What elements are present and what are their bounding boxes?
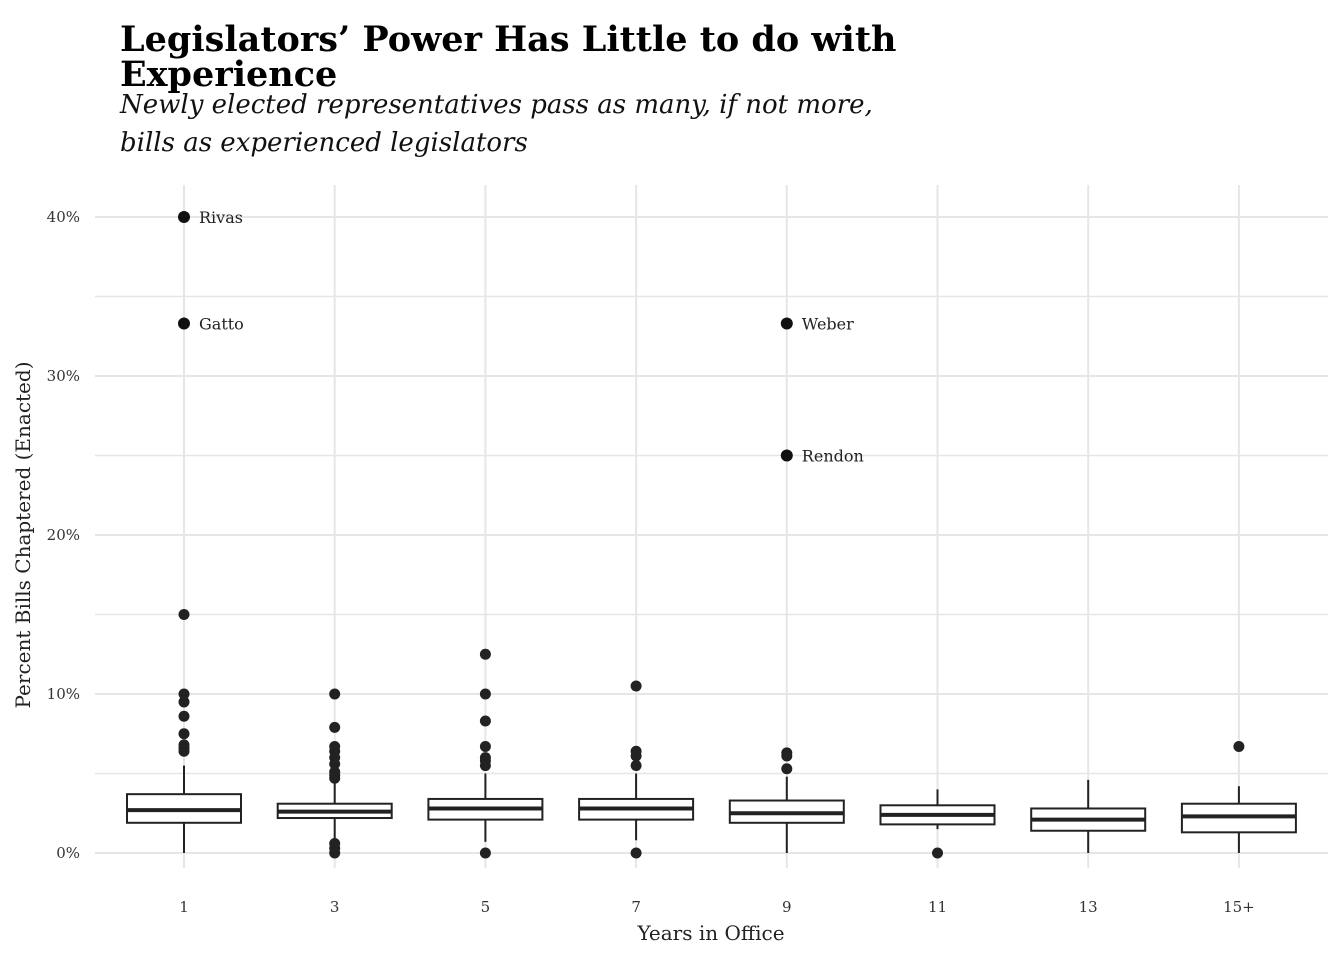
outlier-point xyxy=(479,740,491,752)
labeled-point xyxy=(780,449,793,462)
outlier-point xyxy=(329,688,341,700)
x-tick-label: 13 xyxy=(1079,898,1098,916)
outlier-point xyxy=(1233,740,1245,752)
outlier-point xyxy=(329,837,341,849)
chart-subtitle: Newly elected representatives pass as ma… xyxy=(120,90,873,158)
outlier-point xyxy=(329,721,341,733)
outlier-point xyxy=(178,696,190,708)
outlier-point xyxy=(178,688,190,700)
box-13 xyxy=(1030,779,1147,853)
point-label-rivas: Rivas xyxy=(199,208,243,227)
point-labels: Rivas Gatto Weber Rendon xyxy=(178,208,864,466)
grid-lines xyxy=(95,185,1328,868)
point-label-weber: Weber xyxy=(802,315,854,334)
outlier-point xyxy=(479,648,491,660)
outlier-point xyxy=(479,847,491,859)
y-axis-title: Percent Bills Chaptered (Enacted) xyxy=(11,361,35,708)
x-axis-tick-labels: 1 3 5 7 9 11 13 15+ xyxy=(179,898,1255,916)
y-tick-label: 20% xyxy=(47,526,80,544)
box-15plus xyxy=(1180,786,1297,853)
outlier-point xyxy=(479,715,491,727)
y-axis-tick-labels: 0% 10% 20% 30% 40% xyxy=(47,208,80,862)
outlier-point xyxy=(178,728,190,740)
point-label-rendon: Rendon xyxy=(802,447,864,466)
outlier-point xyxy=(932,847,943,859)
x-tick-label: 1 xyxy=(179,898,189,916)
box-5 xyxy=(427,773,544,842)
y-tick-label: 0% xyxy=(56,844,80,862)
outlier-point xyxy=(781,763,793,775)
outlier-point xyxy=(329,766,341,778)
outlier-point xyxy=(178,710,190,722)
box-7 xyxy=(578,773,695,841)
box-11 xyxy=(879,789,996,830)
box-1 xyxy=(126,765,242,853)
outlier-point xyxy=(630,680,642,692)
x-tick-label: 7 xyxy=(631,898,641,916)
chart-title: Legislators’ Power Has Little to do with… xyxy=(120,19,897,95)
point-label-gatto: Gatto xyxy=(199,315,244,334)
box-series xyxy=(126,765,1297,853)
x-tick-label: 15+ xyxy=(1223,898,1255,916)
x-tick-label: 9 xyxy=(782,898,792,916)
outlier-point xyxy=(630,745,642,757)
outlier-point xyxy=(479,688,491,700)
x-tick-label: 3 xyxy=(330,898,340,916)
box-9 xyxy=(728,776,845,853)
y-tick-label: 30% xyxy=(47,367,80,385)
outlier-point xyxy=(178,609,190,620)
x-tick-label: 5 xyxy=(481,898,491,916)
outlier-point xyxy=(479,752,491,764)
labeled-point xyxy=(780,317,793,330)
x-axis-title: Years in Office xyxy=(636,921,784,945)
box-3 xyxy=(276,783,393,839)
y-tick-label: 40% xyxy=(47,208,80,226)
outlier-point xyxy=(178,739,190,751)
labeled-point xyxy=(178,317,190,330)
labeled-point xyxy=(178,211,190,223)
outlier-point xyxy=(630,847,642,859)
outlier-point xyxy=(781,747,793,759)
x-tick-label: 11 xyxy=(928,898,947,916)
outlier-point xyxy=(329,740,341,752)
outlier-point xyxy=(630,760,642,772)
y-tick-label: 10% xyxy=(47,685,80,703)
